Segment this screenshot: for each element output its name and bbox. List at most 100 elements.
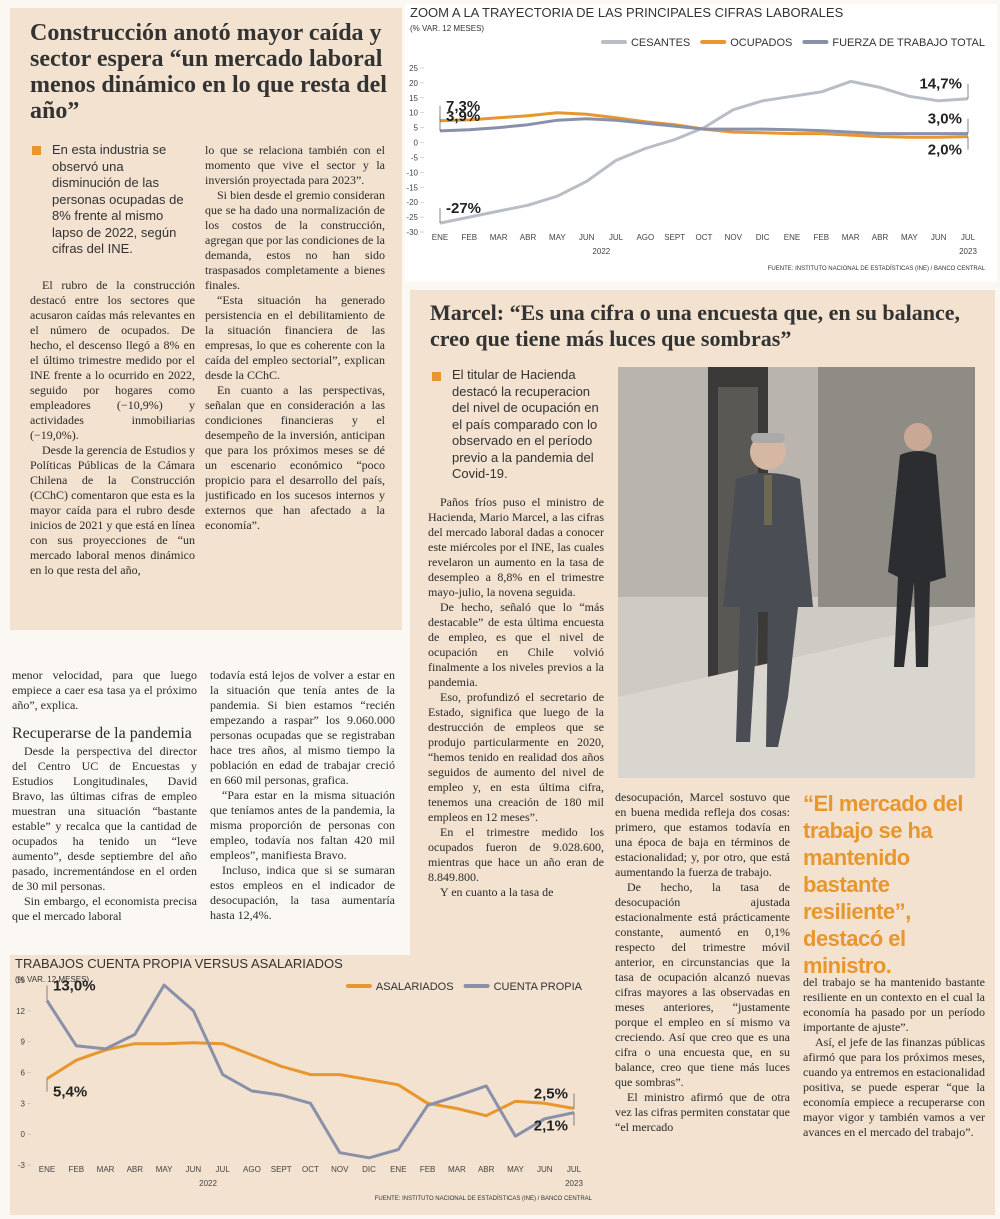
data-label: -27%: [446, 200, 481, 217]
data-label: 5,4%: [53, 1084, 87, 1101]
x-tick-label: JUL: [567, 1165, 582, 1174]
x-tick-label: SEPT: [271, 1165, 292, 1174]
chart: ZOOM A LA TRAYECTORIA DE LAS PRINCIPALES…: [405, 4, 997, 282]
y-tick-label: 0: [414, 139, 419, 148]
column: menor velocidad, para que luego empiece …: [12, 668, 197, 948]
column: Paños fríos puso el ministro de Hacienda…: [428, 495, 604, 947]
y-tick-label: -25: [406, 213, 418, 222]
data-label: 3,9%: [446, 108, 480, 125]
year-label: 2023: [959, 247, 977, 256]
paragraph: Desde la perspectiva del director del Ce…: [12, 744, 197, 893]
x-tick-label: ENE: [390, 1165, 406, 1174]
bullet: [432, 372, 441, 381]
paragraph: Incluso, indica que si se sumaran estos …: [210, 863, 395, 922]
y-tick-label: 15: [16, 976, 25, 985]
x-tick-label: AGO: [243, 1165, 261, 1174]
paragraph: Eso, profundizó el secretario de Estado,…: [428, 690, 604, 824]
line: [46, 1041, 575, 1118]
y-tick-label: -5: [411, 153, 419, 162]
chart-subtitle: (% VAR. 12 MESES): [15, 975, 89, 984]
x-tick-label: MAY: [549, 233, 566, 242]
paragraph: Si bien desde el gremio consideran que s…: [205, 188, 385, 292]
x-tick-label: JUL: [961, 233, 976, 242]
x-tick-label: JUL: [216, 1165, 231, 1174]
year-label: 2022: [199, 1179, 217, 1188]
y-tick-label: 5: [414, 124, 419, 133]
paragraph: lo que se relaciona también con el momen…: [205, 143, 385, 187]
paragraphs: Desde la perspectiva del director del Ce…: [12, 744, 197, 924]
x-tick-label: OCT: [696, 233, 713, 242]
column: del trabajo se ha mantenido bastante res…: [803, 975, 985, 1200]
paragraph: todavía está lejos de volver a estar en …: [210, 668, 395, 787]
y-tick-label: -20: [406, 198, 418, 207]
x-tick-label: ABR: [478, 1165, 495, 1174]
column: lo que se relaciona también con el momen…: [205, 143, 385, 623]
data-label: 7,3%: [446, 98, 480, 115]
y-tick-label: -30: [406, 228, 418, 237]
x-tick-label: AGO: [636, 233, 654, 242]
chart-source: FUENTE: INSTITUTO NACIONAL DE ESTADÍSTIC…: [375, 1195, 593, 1202]
y-tick-label: -3: [18, 1161, 26, 1170]
x-tick-label: JUN: [537, 1165, 553, 1174]
x-tick-label: FEB: [68, 1165, 84, 1174]
paragraph: El rubro de la construcción destacó entr…: [30, 278, 195, 442]
x-tick-label: MAY: [901, 233, 918, 242]
legend-label: CUENTA PROPIA: [494, 981, 583, 993]
line: [45, 983, 575, 1160]
line: [439, 117, 968, 136]
paragraph: menor velocidad, para que luego empiece …: [12, 668, 197, 712]
data-label: 14,7%: [919, 76, 962, 93]
x-tick-label: FEB: [462, 233, 478, 242]
x-tick-label: SEPT: [664, 233, 685, 242]
y-tick-label: 6: [21, 1069, 26, 1078]
x-tick-label: OCT: [302, 1165, 319, 1174]
year-label: 2022: [592, 247, 610, 256]
y-tick-label: 12: [16, 1007, 25, 1016]
legend-label: OCUPADOS: [730, 37, 792, 49]
chart-title: ZOOM A LA TRAYECTORIA DE LAS PRINCIPALES…: [410, 5, 844, 20]
paragraph: del trabajo se ha mantenido bastante res…: [803, 975, 985, 1034]
x-tick-label: ENE: [432, 233, 448, 242]
y-tick-label: 3: [21, 1099, 26, 1108]
paragraph: Desde la gerencia de Estudios y Política…: [30, 443, 195, 577]
paragraph: “Esta situación ha generado persistencia…: [205, 293, 385, 382]
chart: TRABAJOS CUENTA PROPIA VERSUS ASALARIADO…: [10, 955, 602, 1215]
data-label: 2,1%: [534, 1118, 568, 1135]
y-tick-label: 25: [409, 64, 418, 73]
x-tick-label: ENE: [784, 233, 800, 242]
bullet: [32, 146, 41, 155]
y-tick-label: 9: [21, 1038, 26, 1047]
column: El rubro de la construcción destacó entr…: [30, 278, 195, 623]
x-tick-label: MAR: [97, 1165, 115, 1174]
paragraph: “Para estar en la misma situación que te…: [210, 788, 395, 862]
legend-label: CESANTES: [631, 37, 690, 49]
paragraph: Así, el jefe de las finanzas públicas af…: [803, 1035, 985, 1139]
paragraph: De hecho, señaló que lo “más destacable”…: [428, 600, 604, 689]
x-tick-label: NOV: [725, 233, 743, 242]
paragraph: Y en cuanto a la tasa de: [440, 885, 554, 899]
paragraph: En cuanto a las perspectivas, señalan qu…: [205, 383, 385, 532]
x-tick-label: JUN: [931, 233, 947, 242]
column: desocupación, Marcel sostuvo que en buen…: [615, 790, 790, 1200]
x-tick-label: JUN: [579, 233, 595, 242]
paragraph: Paños fríos puso el ministro de Hacienda…: [428, 495, 604, 599]
data-label: 13,0%: [53, 978, 96, 995]
x-tick-label: ABR: [872, 233, 889, 242]
x-tick-label: NOV: [331, 1165, 349, 1174]
data-label: 2,5%: [534, 1085, 568, 1102]
x-tick-label: ENE: [39, 1165, 55, 1174]
x-tick-label: MAY: [156, 1165, 173, 1174]
y-tick-label: 20: [409, 79, 418, 88]
x-tick-label: JUL: [609, 233, 624, 242]
x-tick-label: MAR: [490, 233, 508, 242]
article-box: [10, 8, 402, 630]
lead: El titular de Hacienda destacó la recupe…: [452, 367, 599, 481]
x-tick-label: FEB: [420, 1165, 436, 1174]
x-tick-label: MAR: [448, 1165, 466, 1174]
x-tick-label: MAR: [842, 233, 860, 242]
headline: Marcel: “Es una cifra o una encuesta que…: [430, 300, 961, 351]
paragraph: De hecho, la tasa de desocupación ajusta…: [615, 880, 790, 1089]
legend-label: FUERZA DE TRABAJO TOTAL: [832, 37, 985, 49]
year-label: 2023: [565, 1179, 583, 1188]
paragraph: El ministro afirmó que de otra vez las c…: [615, 1090, 790, 1134]
